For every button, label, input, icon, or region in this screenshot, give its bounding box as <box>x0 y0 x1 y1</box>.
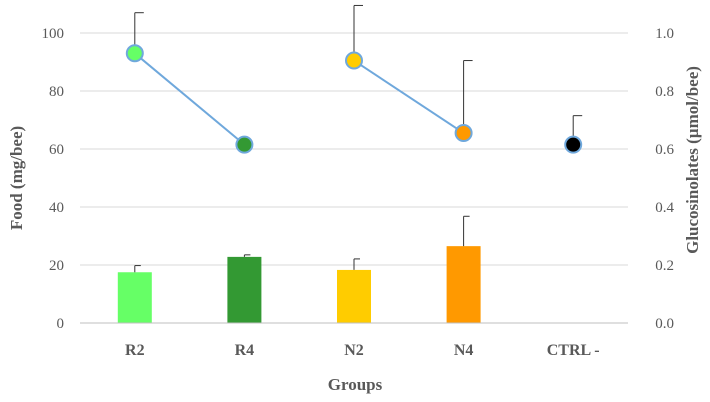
y-right-tick-label: 0.8 <box>655 84 674 100</box>
y-left-tick-label: 40 <box>49 200 64 216</box>
bar <box>117 272 152 323</box>
y-left-tick-labels: 0 20 40 60 80 100 <box>42 26 65 332</box>
y-right-tick-label: 0.4 <box>655 200 674 216</box>
x-category-label: R4 <box>235 342 255 359</box>
bar <box>446 246 481 323</box>
y-right-axis-title: Glucosinolates (µmol/bee) <box>683 66 702 254</box>
y-left-tick-label: 20 <box>49 258 64 274</box>
y-left-tick-label: 100 <box>42 26 65 42</box>
y-left-tick-label: 80 <box>49 84 64 100</box>
x-axis-title: Groups <box>328 375 383 394</box>
point-marker <box>125 44 144 63</box>
points <box>125 44 583 154</box>
y-left-tick-label: 60 <box>49 142 64 158</box>
series-lines <box>134 52 465 146</box>
point-marker <box>345 51 363 70</box>
y-right-tick-label: 0.2 <box>655 258 674 274</box>
bar <box>337 269 371 323</box>
y-left-tick-label: 0 <box>57 316 65 332</box>
y-right-tick-label: 0.0 <box>655 316 674 332</box>
series-line <box>353 59 465 134</box>
x-category-label: N4 <box>454 342 474 359</box>
series-line <box>134 52 246 146</box>
y-right-tick-labels: 0.0 0.2 0.4 0.6 0.8 1.0 <box>655 26 674 332</box>
error-bars <box>134 4 583 273</box>
x-category-label: CTRL - <box>547 342 600 359</box>
y-left-axis-title: Food (mg/bee) <box>7 126 26 230</box>
point-marker <box>235 135 254 154</box>
x-category-label: N2 <box>344 342 364 359</box>
x-category-labels: R2 R4 N2 N4 CTRL - <box>125 342 600 359</box>
bar <box>227 256 262 323</box>
point-marker <box>564 135 583 154</box>
bars <box>117 246 481 323</box>
y-right-tick-label: 1.0 <box>655 26 674 42</box>
x-category-label: R2 <box>125 342 145 359</box>
y-right-tick-label: 0.6 <box>655 142 674 158</box>
point-marker <box>454 124 473 143</box>
